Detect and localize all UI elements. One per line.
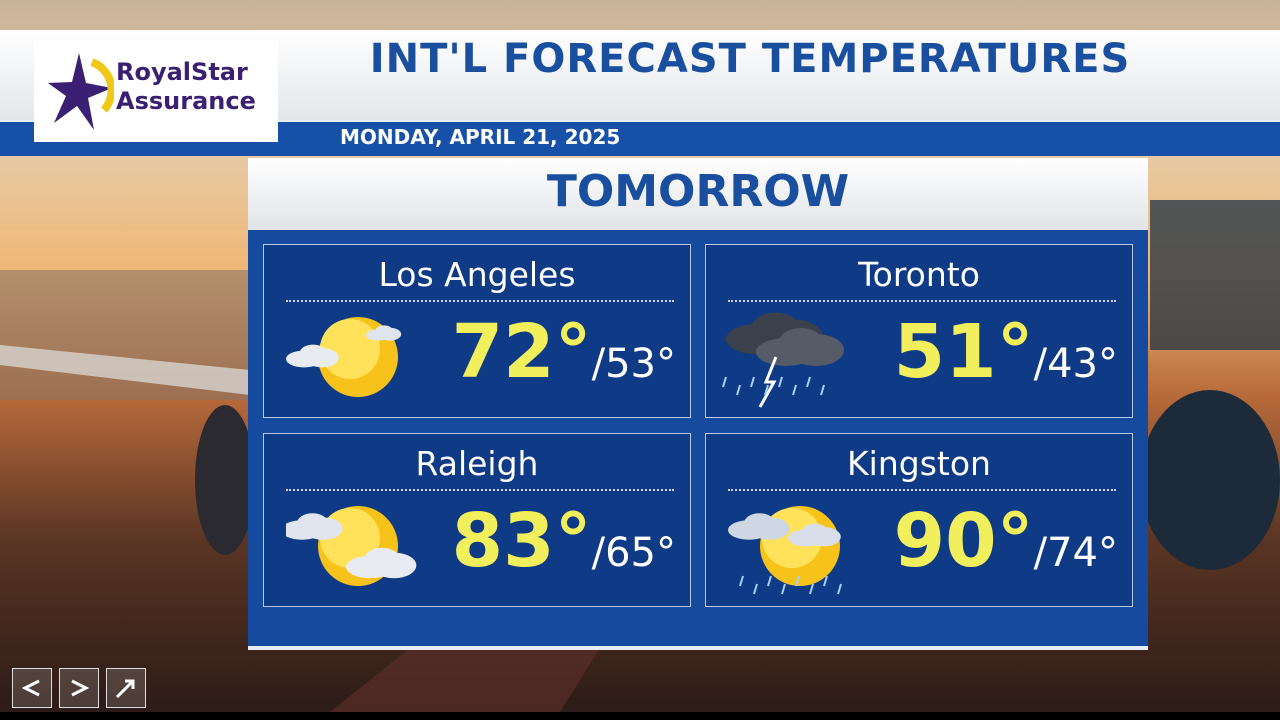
temperatures: 51°/43° [894, 309, 1118, 395]
temperatures: 83°/65° [452, 498, 676, 584]
high-temp: 90° [893, 498, 1034, 584]
logo-text: RoyalStar Assurance [116, 58, 256, 116]
city-name: Toronto [858, 255, 980, 294]
city-card: Raleigh 83°/65° [263, 433, 691, 607]
weather-icon [728, 506, 842, 595]
city-card: Kingston 90°/74° [705, 433, 1133, 607]
low-temp: /74° [1033, 530, 1118, 576]
high-temp: 72° [451, 309, 592, 395]
divider [286, 300, 674, 302]
low-temp: /43° [1033, 341, 1118, 387]
divider [728, 300, 1116, 302]
divider [286, 489, 674, 491]
city-card: Toronto 51°/43° [705, 244, 1133, 418]
temperatures: 90°/74° [894, 498, 1118, 584]
city-name: Los Angeles [378, 255, 576, 294]
weather-icon [286, 506, 417, 586]
logo-box [34, 40, 278, 142]
divider [728, 489, 1116, 491]
heading: TOMORROW [546, 166, 850, 217]
logo-line: Assurance [116, 87, 256, 115]
share-button[interactable] [106, 668, 146, 708]
weather-icon [286, 317, 402, 397]
logo-star [48, 53, 114, 130]
arrow-icon [115, 679, 135, 699]
city-name: Kingston [847, 444, 991, 483]
city-name: Raleigh [415, 444, 539, 483]
arrow-icon [71, 679, 90, 697]
temperatures: 72°/53° [452, 309, 676, 395]
high-temp: 51° [893, 309, 1034, 395]
high-temp: 83° [451, 498, 592, 584]
date: MONDAY, APRIL 21, 2025 [340, 125, 621, 149]
heading-box [248, 158, 1148, 230]
low-temp: /65° [591, 530, 676, 576]
forecast-panel: Los Angeles 72°/53° Toronto 51°/43° Raleigh 8… [248, 230, 1148, 650]
weather-icon [722, 312, 844, 408]
logo-line: RoyalStar [116, 58, 248, 86]
next-button[interactable] [59, 668, 99, 708]
prev-button[interactable] [12, 668, 52, 708]
title: INT'L FORECAST TEMPERATURES [369, 36, 1131, 82]
low-temp: /53° [591, 341, 676, 387]
arrow-icon [21, 679, 40, 697]
city-card: Los Angeles 72°/53° [263, 244, 691, 418]
